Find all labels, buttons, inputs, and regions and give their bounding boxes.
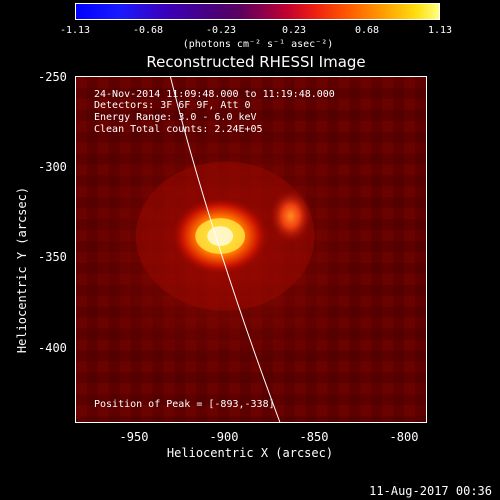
rhessi-heatmap [76,77,426,422]
y-tick-label: -300 [38,160,67,174]
solar-limb-line [169,77,281,422]
energy-range: Energy Range: 3.0 - 6.0 keV [94,112,257,123]
plot-title: Reconstructed RHESSI Image [146,53,366,71]
x-axis-label: Heliocentric X (arcsec) [166,446,334,460]
x-tick-label: -800 [389,430,419,444]
x-tick-label: -900 [209,430,239,444]
colorbar-tick: 0.68 [354,25,380,36]
y-tick-label: -250 [38,70,67,84]
clean-info: Clean Total counts: 2.24E+05 [94,124,263,135]
detectors-info: Detectors: 3F 6F 9F, Att 0 [94,100,251,111]
colorbar-tick: 0.23 [281,25,307,36]
peak-position: Position of Peak = [-893,-338] [94,399,275,410]
image-plot [75,76,427,423]
y-axis-label: Heliocentric Y (arcsec) [15,186,29,354]
x-tick-label: -850 [299,430,329,444]
colorbar-tick: 1.13 [427,25,453,36]
colorbar-tick: -1.13 [59,25,91,36]
colorbar-units: (photons cm⁻² s⁻¹ asec⁻²) [182,39,334,50]
footer-timestamp: 11-Aug-2017 00:36 [369,484,492,498]
colorbar [75,3,440,20]
x-tick-label: -950 [119,430,149,444]
time-range: 24-Nov-2014 11:09:48.000 to 11:19:48.000 [94,89,335,100]
y-tick-label: -350 [38,250,67,264]
colorbar-tick: -0.68 [132,25,164,36]
y-tick-label: -400 [38,341,67,355]
colorbar-tick: -0.23 [205,25,237,36]
